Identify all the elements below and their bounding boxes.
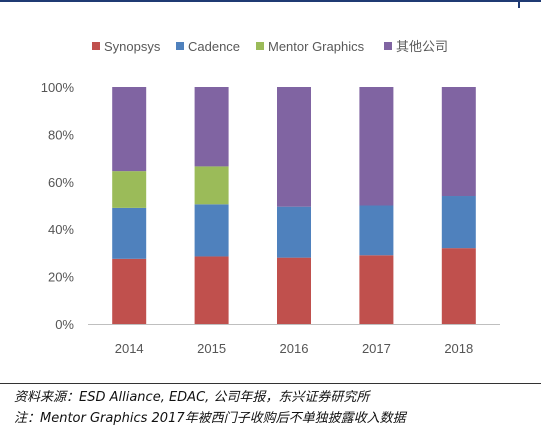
- legend-swatch: [92, 42, 100, 50]
- bar-segment: [112, 207, 147, 259]
- bar-segment: [441, 87, 476, 197]
- y-tick-label: 0%: [55, 317, 74, 332]
- bar-segment: [277, 257, 311, 324]
- bar-segment: [112, 171, 147, 208]
- x-tick-label: 2018: [444, 341, 473, 356]
- top-rule: [0, 0, 541, 2]
- x-tick-label: 2014: [115, 341, 144, 356]
- legend-swatch: [176, 42, 184, 50]
- bar-segment: [194, 204, 229, 257]
- legend-label: Synopsys: [104, 39, 161, 54]
- bar-segment: [194, 256, 229, 324]
- bar-segment: [277, 87, 311, 207]
- y-tick-label: 40%: [48, 222, 74, 237]
- x-tick-label: 2017: [362, 341, 391, 356]
- y-tick-label: 20%: [48, 270, 74, 285]
- bar-segment: [359, 87, 394, 206]
- y-tick-label: 80%: [48, 127, 74, 142]
- bar-segment: [112, 258, 147, 324]
- bar-segment: [359, 205, 394, 256]
- y-tick-label: 60%: [48, 175, 74, 190]
- legend-swatch: [384, 42, 392, 50]
- legend-label: Mentor Graphics: [268, 39, 365, 54]
- bar-segment: [194, 166, 229, 205]
- legend-label: 其他公司: [396, 39, 448, 54]
- footer-divider: [0, 383, 541, 384]
- bar-segment: [441, 196, 476, 249]
- corner-tick: [518, 0, 520, 8]
- bar-segment: [441, 248, 476, 324]
- bar-segment: [277, 206, 311, 258]
- bar-segment: [359, 255, 394, 324]
- bar-segment: [194, 87, 229, 167]
- source-note: 资料来源：ESD Alliance, EDAC, 公司年报，东兴证券研究所: [14, 390, 370, 405]
- stacked-bar-chart: 0% 20% 40% 60% 80% 100% 2014 2015 2016 2017 2018 Sy…: [41, 39, 500, 356]
- legend-swatch: [256, 42, 264, 50]
- y-tick-label: 100%: [41, 80, 75, 95]
- bar-segment: [112, 87, 147, 172]
- legend-label: Cadence: [188, 39, 240, 54]
- x-tick-label: 2015: [197, 341, 226, 356]
- x-tick-label: 2016: [280, 341, 309, 356]
- remark-note: 注：Mentor Graphics 2017年被西门子收购后不单独披露收入数据: [14, 411, 406, 426]
